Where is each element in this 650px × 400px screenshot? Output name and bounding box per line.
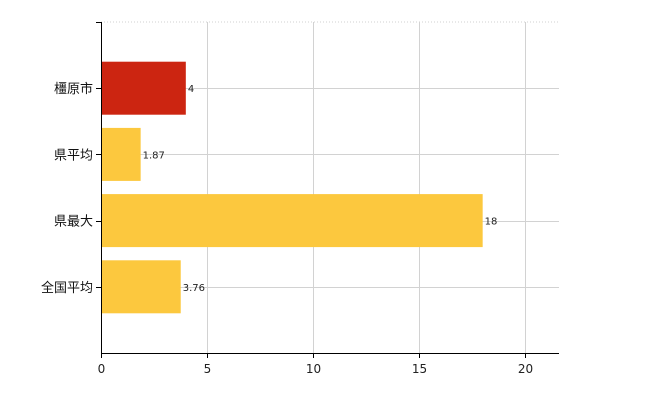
bar-3 [101,260,181,314]
data-label-3: 3.76 [183,283,205,294]
bars [101,61,483,314]
x-tick-label-0: 0 [98,362,106,376]
x-tick-label-3: 15 [412,362,427,376]
category-label-0: 橿原市 [54,81,93,97]
data-label-1: 1.87 [143,150,165,161]
x-tick-label-1: 5 [204,362,212,376]
grid [101,21,559,353]
bar-0 [101,61,186,115]
axes [96,22,559,358]
labels: 4 橿原市 1.87 県平均 18 県最大 3.76 全国平均 0 5 10 15 20 [41,81,533,376]
x-tick-label-2: 10 [306,362,321,376]
category-label-2: 県最大 [54,215,93,230]
bar-1 [101,127,141,181]
data-label-0: 4 [188,84,194,95]
category-label-1: 県平均 [54,148,93,163]
data-label-2: 18 [485,217,498,228]
x-tick-label-4: 20 [518,362,533,376]
category-label-3: 全国平均 [41,280,93,296]
bar-2 [101,194,483,248]
